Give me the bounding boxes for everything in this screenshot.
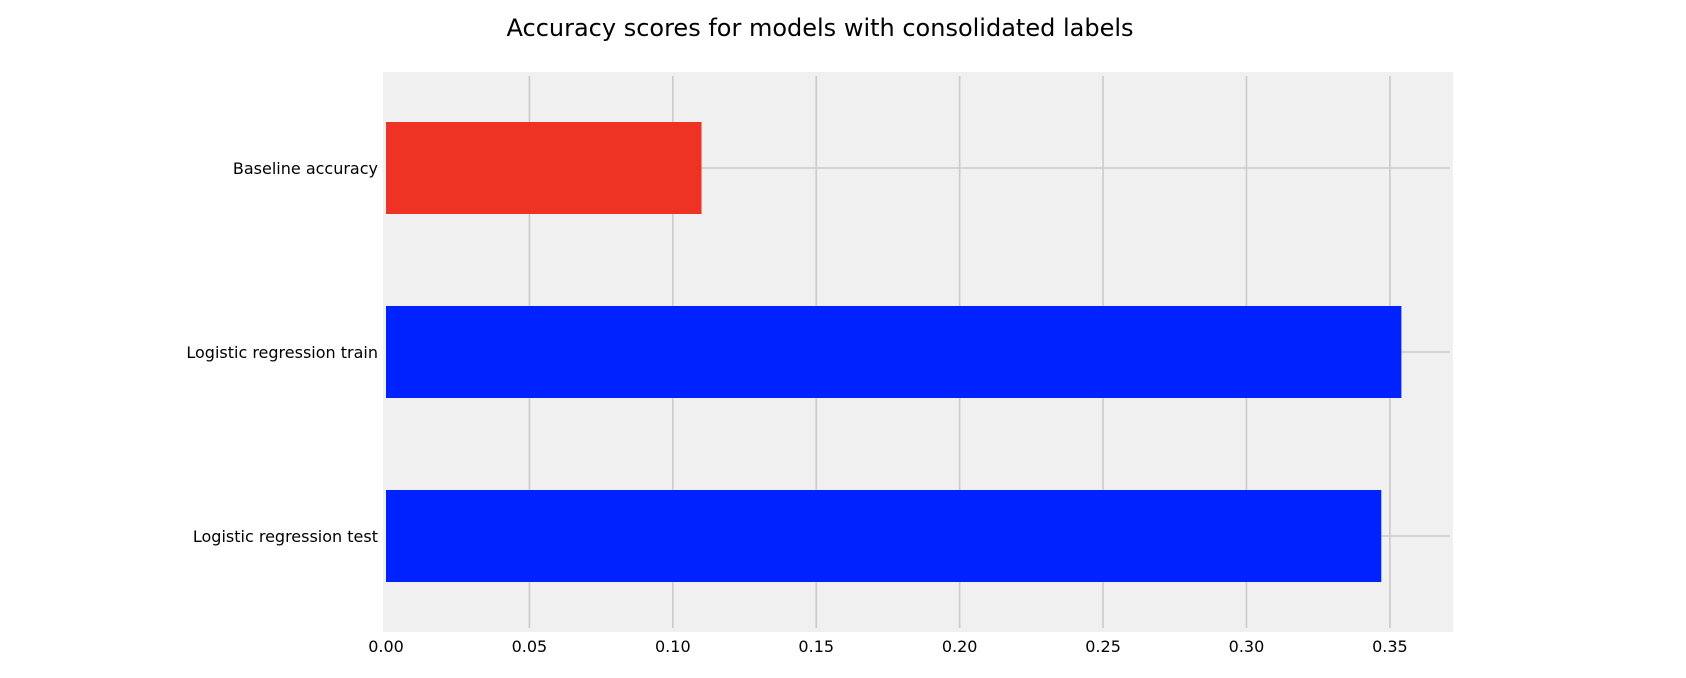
x-tick-label: 0.25	[1085, 637, 1121, 656]
x-tick-labels: 0.00 0.05 0.10 0.15 0.20 0.25 0.30 0.35	[368, 637, 1408, 656]
x-tick-label: 0.30	[1229, 637, 1265, 656]
x-tick-label: 0.10	[655, 637, 691, 656]
y-tick-label: Baseline accuracy	[233, 159, 378, 178]
bars	[386, 122, 1402, 582]
x-tick-label: 0.15	[798, 637, 834, 656]
x-tick-label: 0.35	[1372, 637, 1408, 656]
chart-title: Accuracy scores for models with consolid…	[507, 14, 1134, 42]
bar-logistic-regression-test	[386, 490, 1382, 582]
x-tick-label: 0.05	[512, 637, 548, 656]
x-tick-label: 0.00	[368, 637, 404, 656]
bar-logistic-regression-train	[386, 306, 1402, 398]
y-tick-labels: Baseline accuracy Logistic regression tra…	[186, 159, 378, 546]
bar-baseline-accuracy	[386, 122, 702, 214]
x-tick-label: 0.20	[942, 637, 978, 656]
y-tick-label: Logistic regression test	[193, 527, 378, 546]
y-tick-label: Logistic regression train	[186, 343, 378, 362]
